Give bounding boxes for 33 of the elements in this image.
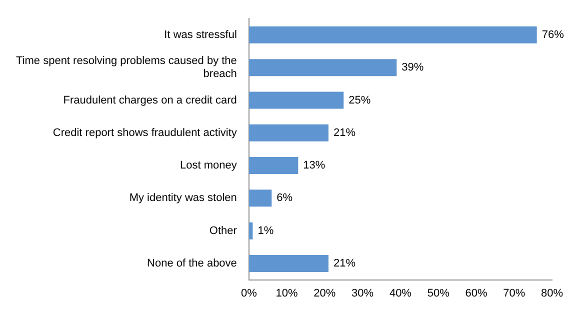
data-label: 21% xyxy=(333,126,356,139)
data-label: 25% xyxy=(348,94,371,106)
x-tick-label: 60% xyxy=(465,287,488,300)
x-tick-label: 80% xyxy=(540,287,564,300)
bar xyxy=(248,254,328,272)
x-tick-label: 0% xyxy=(240,287,258,300)
bar xyxy=(248,190,272,207)
bar xyxy=(248,157,298,174)
y-tick-label: None of the above xyxy=(147,258,237,270)
y-tick-label: Other xyxy=(209,224,238,237)
x-tick-label: 40% xyxy=(389,287,412,300)
bar xyxy=(248,26,537,44)
bar xyxy=(248,59,397,76)
data-label: 1% xyxy=(258,224,274,237)
x-tick-label: 30% xyxy=(352,287,374,300)
data-label: 13% xyxy=(303,160,326,172)
data-label: 76% xyxy=(542,28,564,41)
x-tick-label: 10% xyxy=(276,287,298,300)
data-label: 21% xyxy=(333,258,356,270)
y-tick-label: Fraudulent charges on a credit card xyxy=(63,94,237,106)
bar xyxy=(248,124,328,142)
data-label: 39% xyxy=(402,62,424,74)
y-tick-label: My identity was stolen xyxy=(129,192,237,204)
y-tick-label: Credit report shows fraudulent activity xyxy=(52,126,238,139)
x-tick-label: 70% xyxy=(503,287,526,300)
y-tick-label: It was stressful xyxy=(164,28,237,41)
data-label: 6% xyxy=(276,192,293,204)
bar xyxy=(248,222,253,240)
x-tick-label: 50% xyxy=(427,287,450,300)
y-tick-label: Lost money xyxy=(180,160,238,172)
x-tick-label: 20% xyxy=(314,287,336,300)
bar xyxy=(248,92,344,109)
y-tick-label: Time spent resolving problems caused by the breach xyxy=(16,55,237,80)
